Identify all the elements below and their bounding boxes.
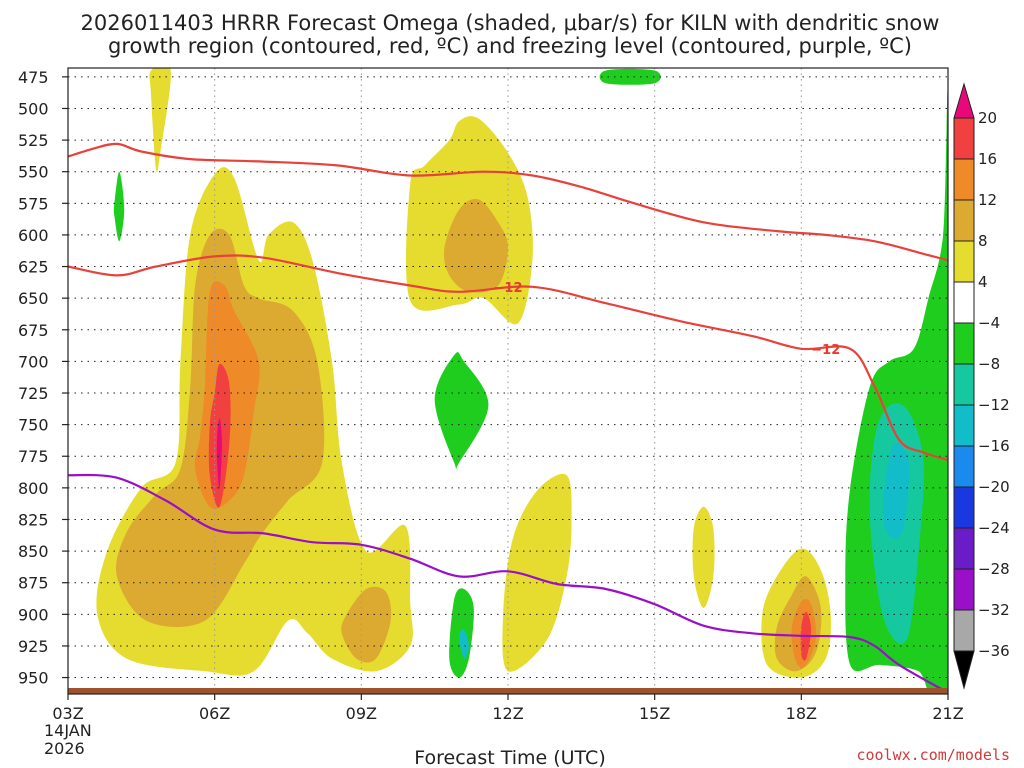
y-tick-label-2: 525 xyxy=(18,131,49,150)
x-axis-label: Forecast Time (UTC) xyxy=(414,747,605,768)
freezing-level-line xyxy=(68,473,948,694)
y-tick-label-4: 575 xyxy=(18,194,49,213)
colorbar-bin-7 xyxy=(953,363,975,406)
y-tick-label-19: 950 xyxy=(18,669,49,688)
dgz-upper-line xyxy=(68,142,948,262)
y-tick-label-13: 800 xyxy=(18,479,49,498)
chart-title-line-1: 2026011403 HRRR Forecast Omega (shaded, … xyxy=(81,11,940,35)
colorbar-bottom-triangle xyxy=(953,650,975,690)
colorbar-bin-10 xyxy=(953,486,975,529)
colorbar-top-triangle xyxy=(953,82,975,119)
chart-title-line-2: growth region (contoured, red, ºC) and f… xyxy=(108,34,912,58)
y-tick-label-11: 750 xyxy=(18,416,49,435)
colorbar-bin-2 xyxy=(953,158,975,201)
omega-region-14 xyxy=(216,418,222,489)
x-tick-label-4: 15Z xyxy=(639,704,670,723)
colorbar-label-6: −8 xyxy=(978,355,1000,373)
colorbar-label-12: −32 xyxy=(978,601,1010,619)
y-tick-label-1: 500 xyxy=(18,99,49,118)
x-tick-label-2: 09Z xyxy=(346,704,377,723)
colorbar-bin-12 xyxy=(953,568,975,611)
plot-area xyxy=(67,67,949,695)
y-tick-label-17: 900 xyxy=(18,605,49,624)
omega-region-7 xyxy=(443,198,508,293)
y-tick-label-14: 825 xyxy=(18,510,49,529)
y-tick-label-0: 475 xyxy=(18,68,49,87)
colorbar-label-8: −16 xyxy=(978,437,1010,455)
omega-region-19 xyxy=(845,89,948,694)
colorbar-bin-8 xyxy=(953,404,975,447)
dgz-contour-label-1: −12 xyxy=(811,343,840,358)
colorbar-label-5: −4 xyxy=(978,314,1000,332)
credit-text: coolwx.com/models xyxy=(856,746,1010,764)
colorbar: 20 16 12 8 4 −4 −8 −12 −16 −20 −24 −28 −32 −36 xyxy=(953,82,1010,690)
y-axis: 475 500 525 550 575 600 625 650 675 700 725 750 775 8… xyxy=(18,68,68,688)
y-tick-label-7: 650 xyxy=(18,289,49,308)
contour-lines xyxy=(68,142,948,694)
omega-region-17 xyxy=(434,352,489,471)
x-tick-label-1: 06Z xyxy=(199,704,230,723)
colorbar-label-10: −24 xyxy=(978,519,1010,537)
x-axis: 03Z 06Z 09Z 12Z 15Z 18Z 21Z xyxy=(52,694,964,723)
colorbar-label-13: −36 xyxy=(978,642,1010,660)
colorbar-label-7: −12 xyxy=(978,396,1010,414)
y-tick-label-18: 925 xyxy=(18,637,49,656)
colorbar-bin-4 xyxy=(953,240,975,283)
dgz-contour-label-0: −12 xyxy=(494,281,523,296)
x-tick-label-5: 18Z xyxy=(786,704,817,723)
y-tick-label-3: 550 xyxy=(18,163,49,182)
omega-region-0 xyxy=(149,68,171,173)
omega-region-21 xyxy=(883,442,910,539)
omega-region-8 xyxy=(341,586,392,663)
omega-region-4 xyxy=(692,506,715,608)
x-tick-label-6: 21Z xyxy=(932,704,963,723)
x-tick-label-0: 03Z xyxy=(52,704,83,723)
x-date-line-2: 2026 xyxy=(44,739,85,758)
y-tick-label-5: 600 xyxy=(18,226,49,245)
x-tick-label-3: 12Z xyxy=(492,704,523,723)
y-tick-label-6: 625 xyxy=(18,258,49,277)
x-date-line-1: 14JAN xyxy=(44,721,92,740)
colorbar-label-4: 4 xyxy=(978,273,988,291)
y-tick-label-15: 850 xyxy=(18,542,49,561)
colorbar-bin-3 xyxy=(953,199,975,242)
dgz-lower-line xyxy=(68,254,948,462)
colorbar-label-0: 20 xyxy=(978,109,997,127)
colorbar-label-3: 8 xyxy=(978,232,988,250)
y-tick-label-12: 775 xyxy=(18,447,49,466)
omega-region-15 xyxy=(599,68,661,85)
y-tick-label-10: 725 xyxy=(18,384,49,403)
colorbar-bin-13 xyxy=(953,609,975,652)
colorbar-bin-6 xyxy=(953,322,975,365)
colorbar-label-9: −20 xyxy=(978,478,1010,496)
colorbar-label-2: 12 xyxy=(978,191,997,209)
y-tick-label-16: 875 xyxy=(18,574,49,593)
colorbar-bin-11 xyxy=(953,527,975,570)
omega-region-3 xyxy=(502,473,572,672)
colorbar-label-1: 16 xyxy=(978,150,997,168)
omega-region-16 xyxy=(113,171,125,242)
ground-surface xyxy=(68,688,948,694)
y-tick-label-9: 700 xyxy=(18,352,49,371)
omega-region-22 xyxy=(459,629,469,659)
colorbar-bin-5 xyxy=(953,281,975,324)
colorbar-bin-1 xyxy=(953,117,975,160)
y-tick-label-8: 675 xyxy=(18,321,49,340)
colorbar-bin-9 xyxy=(953,445,975,488)
colorbar-label-11: −28 xyxy=(978,560,1010,578)
